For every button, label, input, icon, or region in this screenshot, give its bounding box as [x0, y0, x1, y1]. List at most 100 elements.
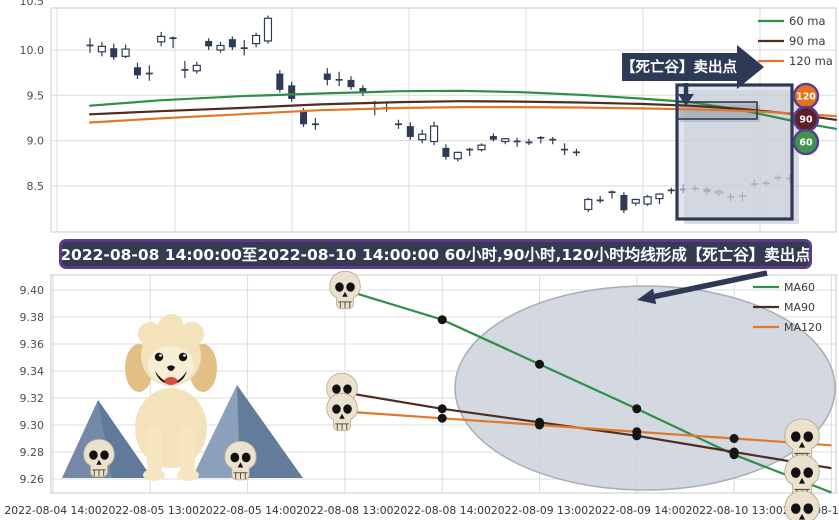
y-tick-label: 9.26 — [20, 473, 45, 486]
top-legend: 60 ma 90 ma 120 ma — [758, 14, 833, 68]
legend-label: 90 ma — [789, 34, 826, 48]
line-MA120 — [344, 410, 832, 447]
badge-circle — [792, 128, 820, 156]
candle-down — [323, 73, 331, 80]
sell-point-callout: 【死亡谷】卖出点 — [621, 45, 764, 106]
ma-line-60ma — [88, 89, 838, 130]
y-tick-label: 9.30 — [20, 419, 45, 432]
candle-up — [477, 144, 486, 151]
skull-icon-ma60-start — [329, 270, 361, 310]
candle-down — [133, 67, 141, 76]
line-MA60 — [344, 288, 832, 494]
badge-label: 120 — [796, 91, 816, 102]
candle-doji — [145, 72, 153, 75]
y-tick-label: 9.32 — [20, 392, 45, 405]
down-arrow-head — [678, 94, 694, 106]
candle-down — [359, 88, 367, 93]
data-point-MA60 — [632, 404, 642, 414]
y-tick-label: 9.5 — [27, 89, 45, 102]
candle-down — [537, 136, 545, 139]
candle-doji — [311, 123, 319, 126]
candle-down — [406, 126, 414, 137]
candle-up — [631, 198, 640, 204]
x-tick-label: 2022-08-05 14:00 — [199, 504, 296, 517]
data-point-MA60 — [437, 315, 447, 325]
callout-arrow-shape — [622, 45, 764, 89]
ma-detail-chart: 9.26 9.28 9.30 9.32 9.34 9.36 9.38 9.40 2022-08-… — [4, 270, 839, 520]
data-point-MA90 — [729, 447, 739, 457]
ma-badge-60: 60 — [792, 128, 820, 156]
candle-down — [347, 79, 355, 88]
legend-label: MA120 — [784, 321, 822, 334]
y-tick-label: 8.5 — [27, 180, 45, 193]
x-tick-label: 2022-08-10 13:00 — [685, 504, 782, 517]
data-point-MA90 — [437, 404, 447, 414]
candle-down — [205, 40, 213, 47]
candle-down — [489, 136, 497, 140]
pointer-arrow — [637, 270, 768, 305]
x-tick-label: 2022-08-04 14:00 — [4, 504, 101, 517]
candle-down — [169, 37, 177, 40]
y-tick-label: 9.34 — [20, 365, 45, 378]
data-point-MA60 — [535, 359, 544, 369]
badge-label: 60 — [799, 137, 813, 148]
x-tick-label: 2022-08-09 13:00 — [491, 504, 588, 517]
x-tick-label: 2022-08-09 14:00 — [588, 504, 685, 517]
legend-label: MA60 — [784, 281, 815, 294]
pointer-arrow-head — [637, 288, 657, 305]
y-tick-label: 9.40 — [20, 284, 45, 297]
candle-up — [157, 35, 166, 43]
candle-up — [251, 34, 261, 45]
candle-doji — [561, 148, 569, 151]
candle-up — [263, 17, 273, 42]
candle-down — [288, 85, 296, 99]
death-valley-highlight — [677, 85, 799, 224]
x-tick-label: 2022-08-08 13:00 — [296, 504, 393, 517]
badge-label: 90 — [799, 114, 813, 125]
x-tick-label: 2022-08-05 13:00 — [102, 504, 199, 517]
poodle-illustration — [125, 314, 217, 481]
highlight-border — [675, 83, 794, 221]
ma-badge-90: 90 — [792, 105, 820, 133]
candle-doji — [513, 140, 521, 143]
candle-down — [110, 48, 118, 58]
y-tick-label: 9.36 — [20, 338, 45, 351]
candle-down — [228, 39, 236, 48]
candle-down — [608, 191, 616, 194]
candle-up — [418, 133, 427, 141]
data-point-MA120 — [632, 427, 642, 437]
candle-up — [643, 196, 652, 205]
candle-up — [584, 198, 593, 211]
candle-doji — [335, 78, 343, 81]
y-tick-label: 9.0 — [27, 135, 45, 148]
pointer-arrow-shaft — [651, 270, 768, 300]
legend-label: MA90 — [784, 301, 815, 314]
candle-doji — [181, 69, 189, 71]
x-tick-label: 2022-08-08 14:00 — [394, 504, 491, 517]
callout-text: 【死亡谷】卖出点 — [621, 58, 737, 76]
candle-doji — [86, 44, 94, 47]
candle-up — [655, 193, 664, 200]
y-tick-label-clipped: 10.5 — [20, 0, 45, 8]
data-point-MA120 — [437, 413, 447, 423]
candle-up — [97, 45, 106, 53]
signal-banner-text: 2022-08-08 14:00:00至2022-08-10 14:00:00 … — [60, 246, 811, 264]
candle-up — [192, 64, 201, 72]
legend-label: 120 ma — [789, 54, 833, 68]
candle-doji — [667, 189, 675, 192]
legend-label: 60 ma — [789, 14, 826, 28]
candle-down — [620, 194, 628, 211]
y-tick-label: 9.28 — [20, 446, 45, 459]
candle-down — [300, 111, 308, 125]
candle-up — [121, 48, 130, 57]
candle-up — [453, 151, 462, 160]
candle-down — [276, 73, 284, 90]
highlight-fill — [677, 85, 792, 219]
candle-doji — [549, 138, 557, 141]
signal-banner: 2022-08-08 14:00:00至2022-08-10 14:00:00 … — [59, 239, 812, 269]
candle-down — [525, 141, 533, 144]
candle-doji — [394, 123, 402, 126]
skull-icon-end-3 — [784, 490, 820, 520]
ma-line-120ma — [88, 106, 838, 124]
candle-down — [442, 147, 450, 157]
